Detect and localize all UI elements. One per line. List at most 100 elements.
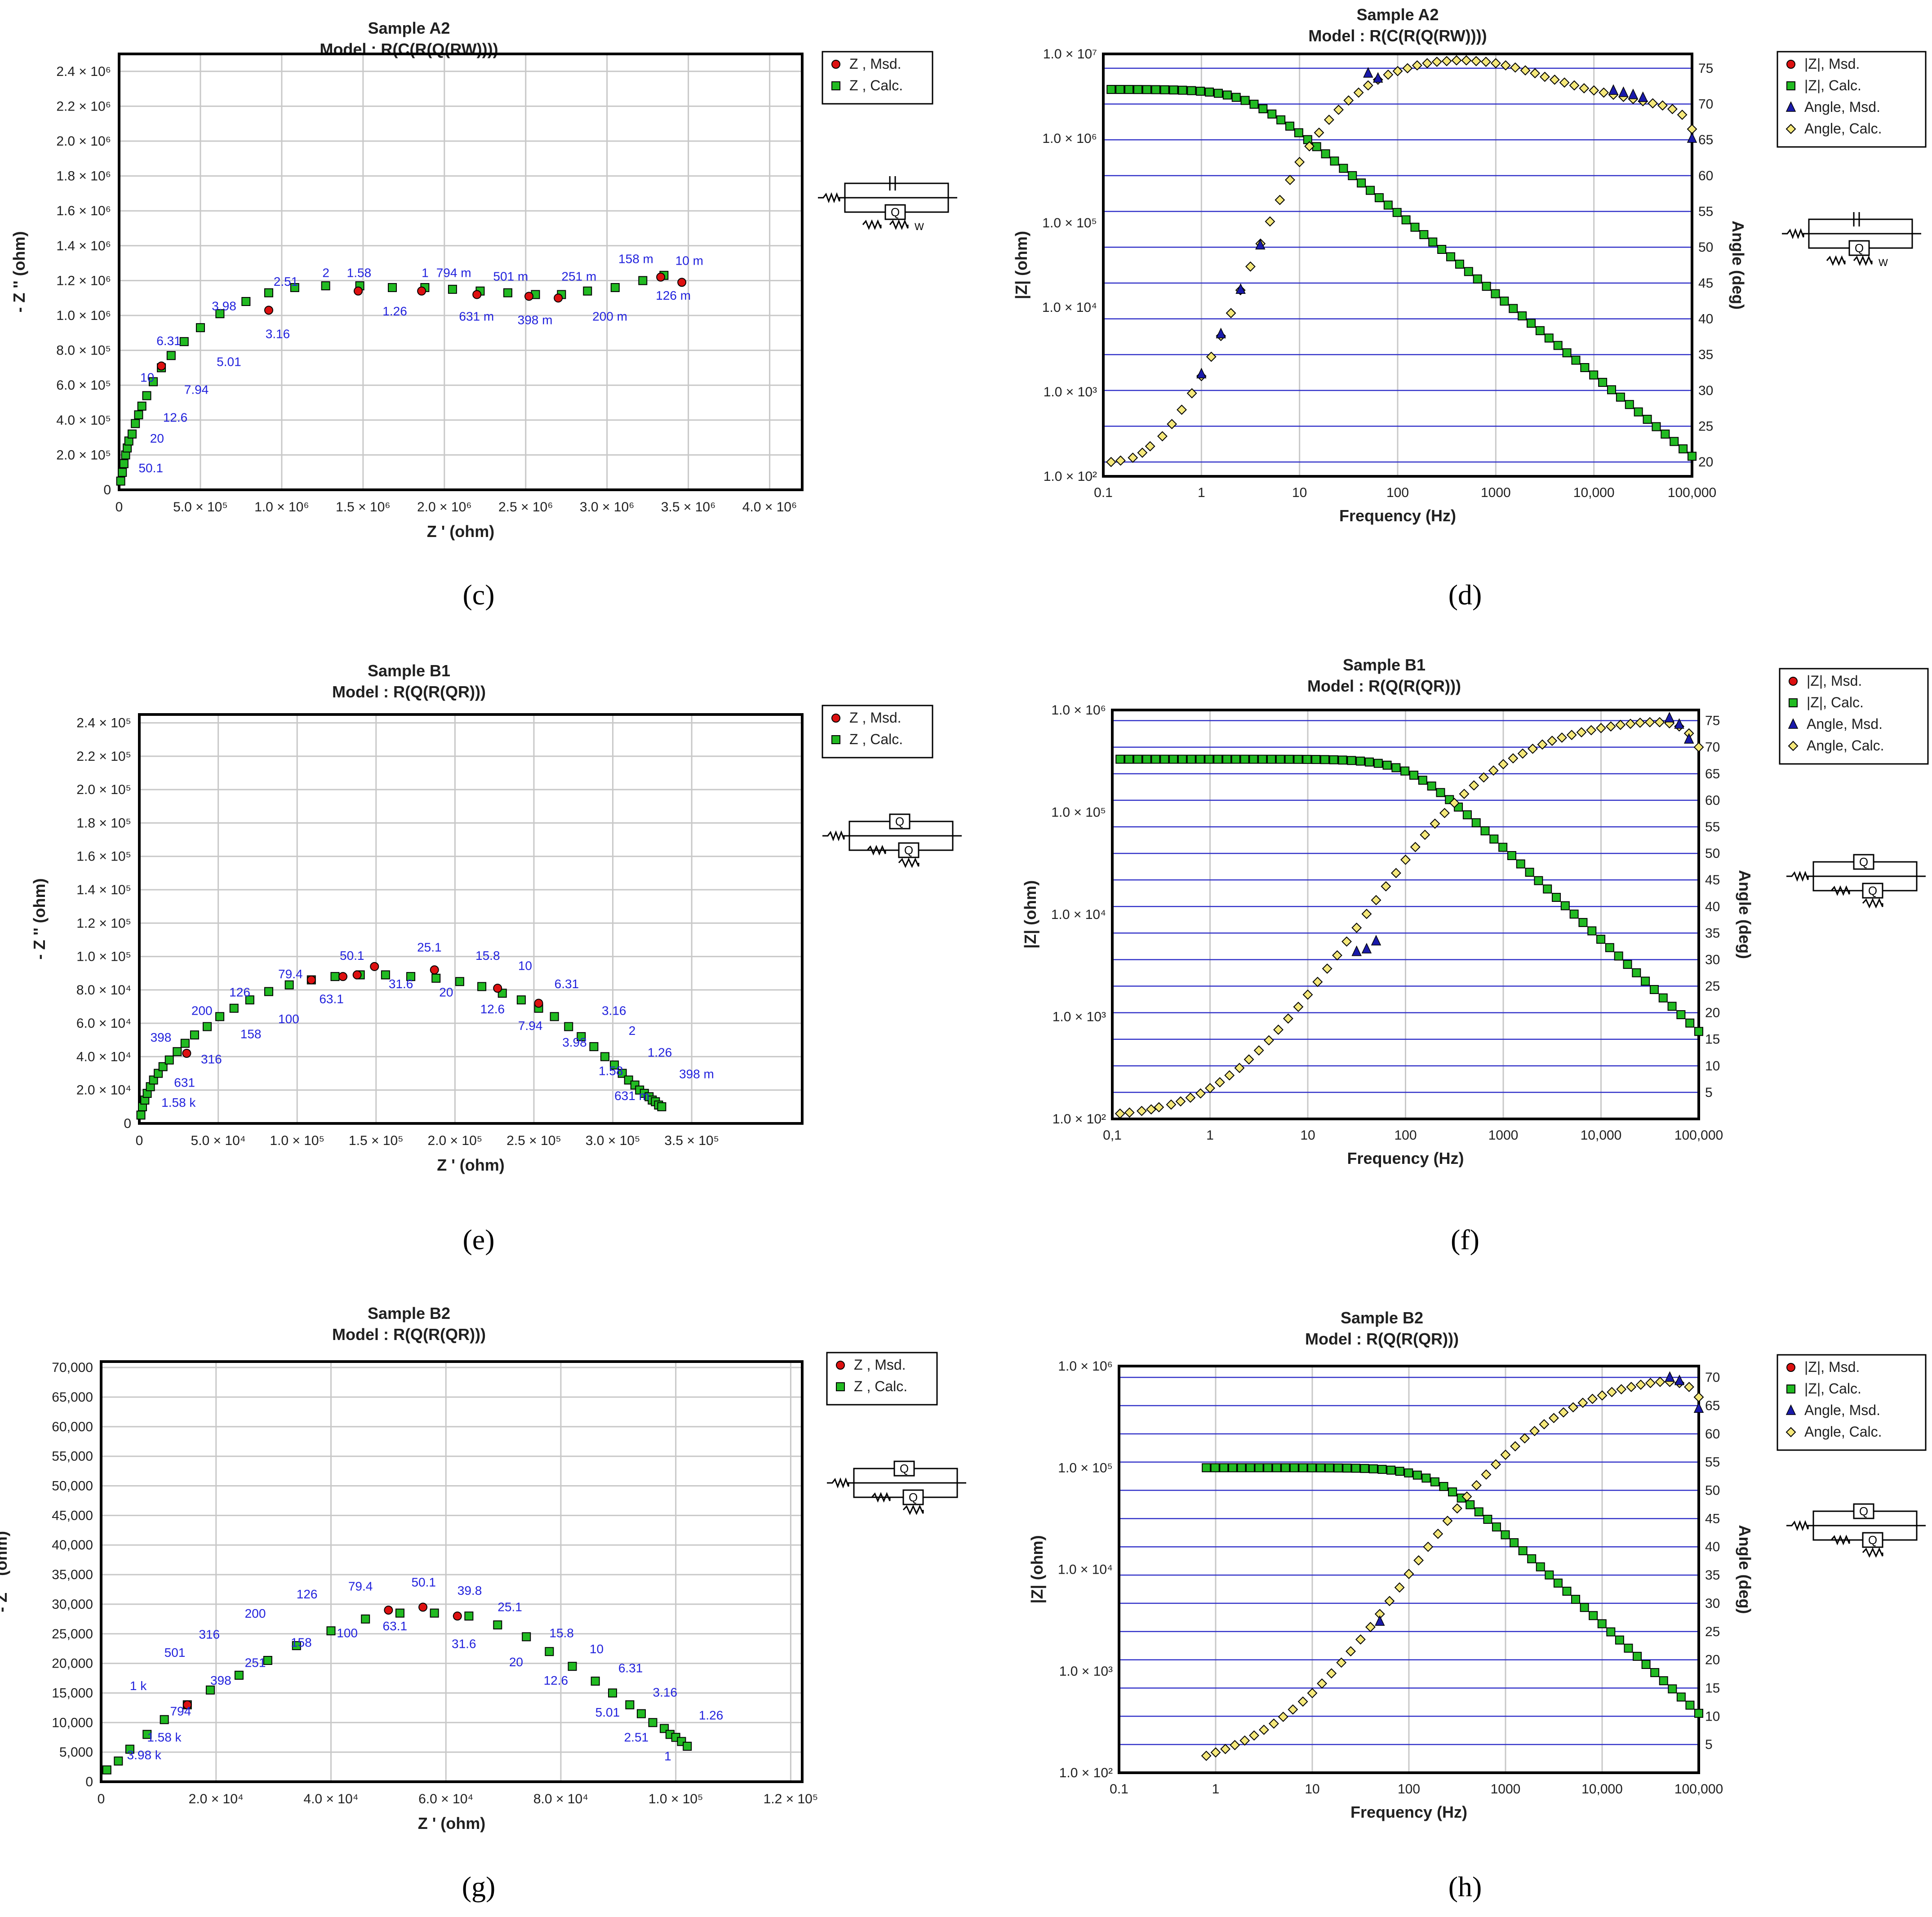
calculated-point xyxy=(1314,127,1324,138)
legend-label: Angle, Calc. xyxy=(1804,120,1882,137)
calculated-point xyxy=(1244,1054,1254,1065)
calculated-point xyxy=(1491,289,1500,298)
cpe-label: Q xyxy=(900,1462,909,1475)
calculated-point xyxy=(1469,780,1479,791)
calculated-point xyxy=(648,1718,657,1727)
calculated-point xyxy=(1239,1735,1250,1746)
frequency-label: 1.26 xyxy=(648,1045,672,1059)
calculated-point xyxy=(1326,1668,1337,1679)
y-tick-label: 1.0 × 10⁶ xyxy=(56,308,111,323)
resistor-symbol xyxy=(827,1477,854,1489)
calculated-point xyxy=(1226,308,1236,319)
x-tick-label: 1000 xyxy=(1491,1782,1521,1797)
calculated-point xyxy=(1558,1407,1569,1418)
calculated-point xyxy=(1529,1426,1540,1436)
resistor-symbol xyxy=(1830,885,1850,896)
calculated-point xyxy=(160,1715,169,1724)
calculated-point xyxy=(290,283,299,292)
frequency-label: 25.1 xyxy=(417,940,442,954)
calculated-point xyxy=(1428,237,1438,247)
calculated-point xyxy=(1245,261,1256,272)
calculated-point xyxy=(1571,1595,1581,1604)
cpe-label: Q xyxy=(1868,884,1877,897)
angle-tick-label: 10 xyxy=(1705,1059,1720,1074)
calculated-point xyxy=(1516,859,1525,869)
calculated-point xyxy=(1273,1025,1284,1035)
calculated-point xyxy=(1421,1473,1431,1483)
measured-point xyxy=(182,1700,192,1709)
x-tick-label: 5.0 × 10⁵ xyxy=(173,500,228,515)
chart-title: Sample B2 xyxy=(1341,1309,1423,1327)
equivalent-circuit-icon: QQ xyxy=(1786,854,1926,909)
calculated-point xyxy=(1294,128,1303,138)
frequency-label: 200 xyxy=(191,1004,213,1018)
circuit-wire xyxy=(1812,1510,1926,1541)
angle-tick-label: 75 xyxy=(1705,714,1720,728)
calculated-point xyxy=(503,288,512,297)
calculated-point xyxy=(1276,115,1286,124)
measured-point xyxy=(1684,733,1694,744)
calculated-point xyxy=(1351,923,1362,933)
calculated-point xyxy=(430,1608,439,1618)
z-tick-label: 1.0 × 10⁵ xyxy=(1058,1460,1113,1475)
calculated-point xyxy=(1625,400,1634,409)
calculated-point xyxy=(1374,193,1384,202)
calculated-point xyxy=(1527,319,1536,328)
calculated-point xyxy=(1210,1747,1221,1758)
calculated-point xyxy=(477,982,487,991)
calculated-point xyxy=(1294,157,1305,167)
calculated-point xyxy=(1607,385,1617,395)
y-tick-label: 2.2 × 10⁵ xyxy=(76,749,131,764)
resistor-symbol xyxy=(1782,228,1809,240)
equivalent-circuit-icon: QQ xyxy=(827,1460,966,1515)
calculated-point xyxy=(1222,754,1231,764)
x-tick-label: 2.5 × 10⁶ xyxy=(498,500,553,515)
x-tick-label: 0 xyxy=(136,1133,143,1148)
calculated-point xyxy=(1685,1018,1695,1028)
x-tick-label: 10,000 xyxy=(1581,1782,1623,1797)
frequency-label: 31.6 xyxy=(452,1637,476,1651)
calculated-point xyxy=(1632,968,1641,977)
y-tick-label: 30,000 xyxy=(52,1597,93,1612)
calculated-point xyxy=(1249,1730,1259,1741)
calculated-point xyxy=(1439,808,1450,818)
measured-point xyxy=(338,972,348,981)
calculated-point xyxy=(583,286,592,296)
y-axis-label: |Z| (ohm) xyxy=(1021,880,1040,949)
y-tick-label: 8.0 × 10⁴ xyxy=(76,983,131,998)
angle-tick-label: 70 xyxy=(1705,740,1720,755)
calculated-point xyxy=(1351,1464,1360,1473)
calculated-point xyxy=(1186,754,1196,764)
legend-symbol xyxy=(1785,1427,1796,1438)
frequency-label: 158 m xyxy=(618,252,653,266)
calculated-point xyxy=(1360,1464,1369,1473)
legend-symbol xyxy=(1786,1363,1795,1372)
y-tick-label: 45,000 xyxy=(52,1508,93,1523)
calculated-point xyxy=(1625,719,1636,729)
calculated-point xyxy=(1265,216,1275,227)
angle-tick-label: 5 xyxy=(1705,1085,1713,1100)
calculated-point xyxy=(388,283,397,292)
y-tick-label: 5,000 xyxy=(59,1745,93,1760)
frequency-label: 6.31 xyxy=(618,1661,643,1675)
legend-label: Angle, Msd. xyxy=(1807,716,1883,732)
calculated-point xyxy=(1137,1105,1147,1116)
z-tick-label: 1.0 × 10³ xyxy=(1059,1664,1113,1679)
calculated-point xyxy=(1491,1459,1501,1470)
calculated-point xyxy=(455,977,464,986)
x-tick-label: 8.0 × 10⁴ xyxy=(533,1792,588,1806)
y-tick-label: 1.2 × 10⁵ xyxy=(76,916,131,931)
calculated-point xyxy=(1479,772,1489,783)
calculated-point xyxy=(610,1061,619,1069)
z-tick-label: 1.0 × 10³ xyxy=(1053,1010,1106,1025)
resistor-symbol xyxy=(862,219,882,230)
capacitor-symbol xyxy=(1853,212,1860,226)
calculated-point xyxy=(1128,453,1138,463)
y-tick-label: 2.4 × 10⁵ xyxy=(76,716,131,731)
calculated-point xyxy=(550,1012,559,1021)
angle-tick-label: 60 xyxy=(1698,169,1713,183)
calculated-point xyxy=(1329,755,1338,764)
angle-tick-label: 55 xyxy=(1698,204,1713,219)
calculated-point xyxy=(1347,756,1356,765)
